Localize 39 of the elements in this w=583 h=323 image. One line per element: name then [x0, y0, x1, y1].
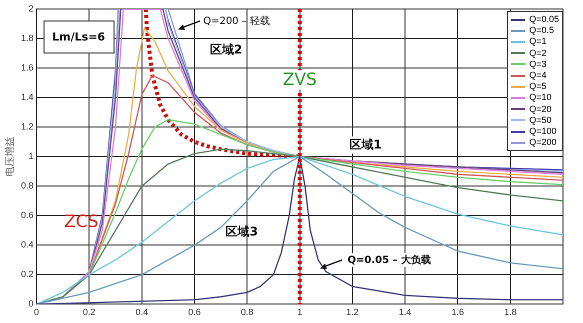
y-tick-label: 0.6: [20, 210, 34, 220]
x-tick-label: 1: [297, 307, 302, 318]
legend-label: Q=5: [529, 81, 546, 92]
legend-label: Q=10: [529, 92, 552, 104]
x-tick-label: 1.8: [504, 307, 517, 318]
annotation: Lm/Ls=6: [43, 20, 114, 54]
x-tick-label: 1.6: [451, 307, 464, 318]
y-tick-label: 1.6: [20, 62, 34, 73]
annotation: 区域2: [210, 42, 242, 59]
y-tick-label: 1: [28, 151, 34, 162]
y-tick-label: 0.4: [20, 240, 34, 250]
legend-label: Q=1: [529, 36, 546, 48]
x-tick-label: 1.2: [346, 307, 359, 318]
y-tick-label: 2: [28, 3, 34, 14]
legend-label: Q=3: [529, 58, 546, 70]
annotation: 区域1: [347, 136, 384, 154]
annotation: Q=200 – 轻载: [203, 14, 270, 28]
x-tick-label: 0.8: [240, 307, 254, 318]
annotation: Q=0.05 – 大负载: [345, 252, 434, 267]
y-axis-title: 电压增益: [4, 136, 16, 177]
y-tick-label: 1.2: [20, 122, 34, 132]
x-tick-label: 0.2: [82, 307, 96, 318]
y-tick-label: 0.8: [20, 180, 34, 191]
legend-label: Q=20: [529, 104, 552, 115]
x-tick-label: 0.4: [136, 307, 148, 318]
legend-label: Q=2: [529, 48, 546, 59]
legend-label: Q=0.05: [529, 14, 559, 26]
y-tick-label: 1.8: [20, 33, 34, 44]
legend-label: Q=4: [529, 70, 546, 82]
x-tick-label: 0.6: [188, 307, 201, 318]
legend-label: Q=0.5: [529, 25, 554, 36]
annotation: ZVS: [280, 70, 319, 90]
y-tick-label: 0.2: [20, 269, 34, 280]
legend-label: Q=50: [529, 114, 552, 126]
y-tick-label: 1.4: [20, 92, 34, 102]
legend-label: Q=100: [529, 126, 556, 138]
y-tick-label: 0: [28, 298, 34, 309]
legend-label: Q=200: [529, 137, 556, 148]
x-tick-label: 1.4: [398, 307, 412, 318]
